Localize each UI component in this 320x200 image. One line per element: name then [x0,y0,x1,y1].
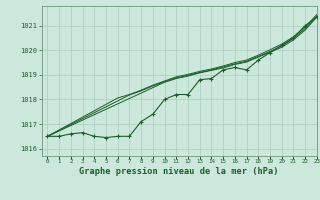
X-axis label: Graphe pression niveau de la mer (hPa): Graphe pression niveau de la mer (hPa) [79,167,279,176]
